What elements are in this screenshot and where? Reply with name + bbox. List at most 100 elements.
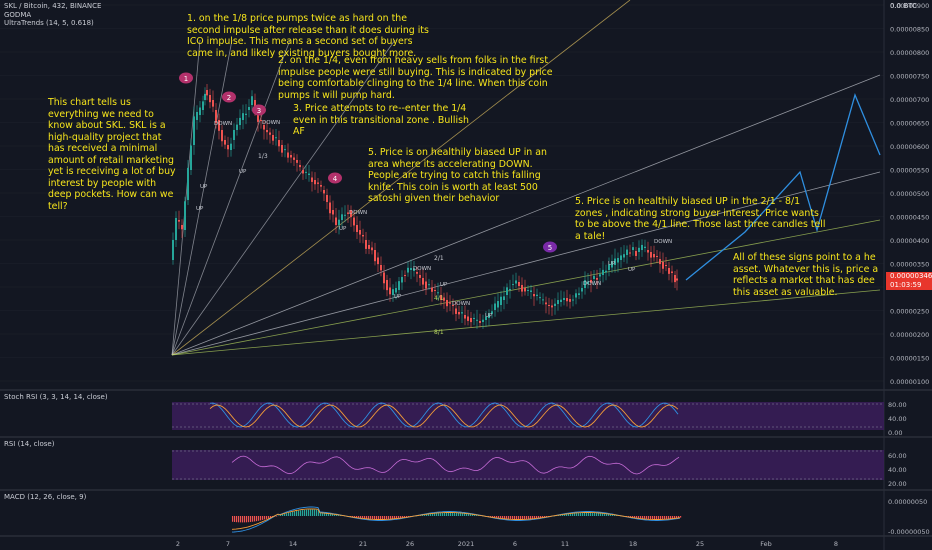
macd-bar [268,516,270,519]
macd-bar [232,516,234,522]
candle-body [407,267,409,273]
candle-body [281,145,283,153]
candle-body [425,281,427,289]
candle-body [497,301,499,308]
macd-bar [238,516,240,523]
candle-label: UP [339,226,347,232]
candle-body [485,316,487,320]
candle-body [557,300,559,304]
macd-bar [678,516,680,518]
macd-label[interactable]: MACD (12, 26, close, 9) [4,493,87,501]
fan-label-4-1: 4/1 [434,295,444,302]
candle-labels: UP UP UP DOWN DOWN DOWN UP UP DOWN UP DOWN UP DOWN UP… [196,120,672,319]
macd-bar [540,516,542,518]
candle-body [380,265,382,271]
candle-label: DOWN [583,281,601,287]
candle-body [422,278,424,285]
macd-bar [510,516,512,519]
candle-body [638,247,640,252]
macd-bar [568,513,570,516]
macd-bar [534,516,536,519]
candle-body [350,210,352,218]
macd-bar [562,514,564,516]
macd-bar [328,513,330,516]
stoch-tick-80: 80.00 [888,401,907,409]
candle-body [221,130,223,142]
candle-body [662,262,664,269]
marker-4: 4 [328,172,342,184]
time-axis[interactable]: 2 7 14 21 26 2021 6 11 18 25 Feb 8 [176,540,838,548]
macd-bar [470,514,472,516]
candle-body [227,145,229,150]
price-tick: 0.00000200 [890,331,929,339]
macd-bar [602,513,604,516]
candle-body [224,140,226,145]
candle-body [338,219,340,225]
macd-bar [312,509,314,516]
macd-bar [462,513,464,516]
macd-bar [278,515,280,517]
candle-label: UP [608,261,616,267]
macd-bar [468,513,470,516]
macd-bar [398,516,400,519]
candle-label: UP [196,206,204,212]
indicator-ultratrends[interactable]: UltraTrends (14, 5, 0.618) [4,19,94,27]
stoch-label[interactable]: Stoch RSI (3, 3, 14, 14, close) [4,393,108,401]
indicator-godma[interactable]: GODMA [4,10,32,19]
candle-body [311,177,313,182]
candle-body [248,106,250,110]
candle-body [190,145,192,170]
candle-body [266,130,268,133]
candle-body [239,117,241,125]
macd-bar [606,513,608,516]
candle-body [392,289,394,295]
macd-bar [520,516,522,520]
candle-body [635,251,637,256]
rsi-label[interactable]: RSI (14, close) [4,440,55,448]
candle-body [449,302,451,304]
marker-3: 3 [252,104,266,116]
macd-bar [650,516,652,520]
macd-bar [536,516,538,519]
macd-bar [570,513,572,516]
candle-body [596,278,598,280]
candle-label: DOWN [214,121,232,127]
price-tick: 0.00000900 [890,2,929,10]
macd-bar [488,516,490,517]
macd-bar [528,516,530,519]
candle-body [332,210,334,215]
macd-bar [476,514,478,516]
time-tick: 7 [226,540,230,548]
stoch-tick-0: 0.00 [888,429,902,437]
macd-tick-pos: 0.00000050 [888,498,927,506]
candle-body [263,125,265,130]
symbol-title[interactable]: SKL / Bitcoin, 432, BINANCE [4,2,102,10]
macd-bar [420,515,422,516]
candle-body [653,254,655,258]
macd-bar [280,514,282,516]
candle-body [374,250,376,262]
macd-bar [524,516,526,520]
candle-body [419,275,421,278]
rsi-tick-20: 20.00 [888,480,907,488]
candle-body [452,305,454,306]
macd-bar [300,510,302,516]
macd-bar [448,512,450,516]
macd-bar [592,512,594,516]
candle-body [175,217,177,240]
candle-body [344,214,346,216]
candle-body [218,120,220,131]
macd-bar [266,516,268,519]
candle-label: UP [394,294,402,300]
macd-bar [460,513,462,516]
candle-body [665,265,667,266]
macd-bar [326,513,328,516]
macd-bar [236,516,238,523]
candle-body [617,257,619,263]
candle-label: DOWN [452,301,470,307]
macd-bar [492,516,494,518]
macd-bar [496,516,498,518]
candle-body [272,135,274,141]
macd-bar [648,516,650,519]
macd-bar [310,509,312,516]
